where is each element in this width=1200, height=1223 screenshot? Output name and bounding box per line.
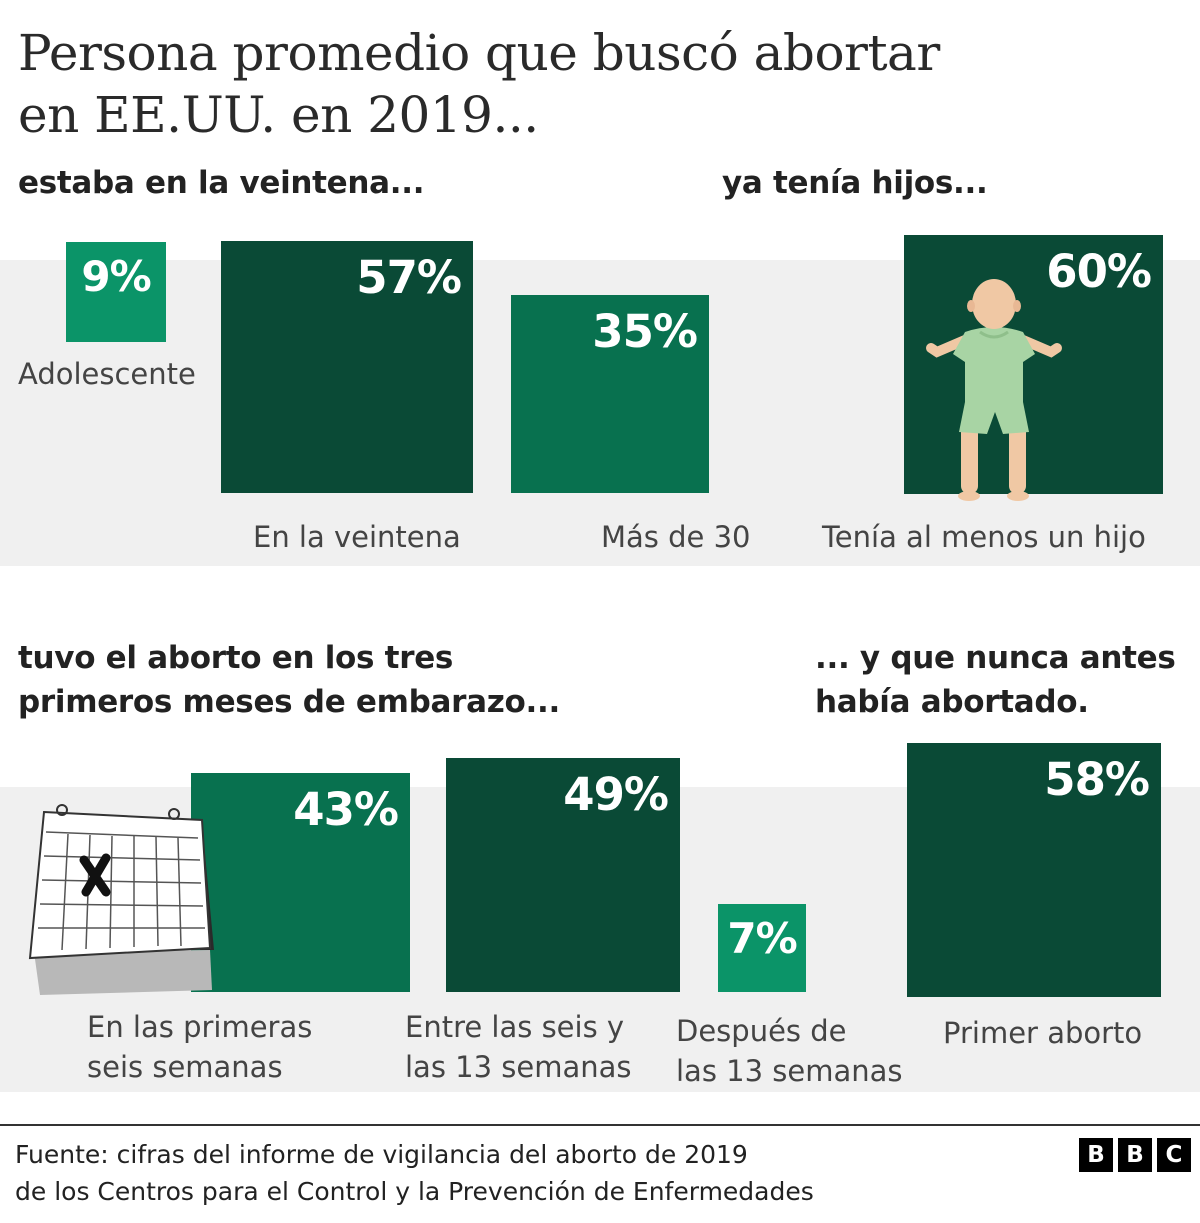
category-label-en-la-veintena: En la veintena: [253, 520, 461, 554]
chart-title-line-2: en EE.UU. en 2019...: [18, 86, 539, 144]
bbc-logo-letter-1: B: [1079, 1138, 1113, 1172]
source-note: Fuente: cifras del informe de vigilancia…: [15, 1136, 814, 1210]
first-abortion-heading-line-2: había abortado.: [815, 684, 1089, 720]
trimester-section-heading: tuvo el aborto en los tres primeros mese…: [18, 636, 560, 724]
bar-en-la-veintena: [221, 241, 473, 493]
value-label-adolescente: 9%: [81, 252, 151, 301]
children-section-heading-text: ya tenía hijos...: [722, 165, 988, 201]
category-label-adolescente: Adolescente: [18, 357, 196, 391]
baby-icon: [926, 279, 1062, 501]
category-label-seis-a-13-semanas: Entre las seis y las 13 semanas: [405, 1007, 632, 1087]
bar-tenia-al-menos-un-hijo: [904, 235, 1163, 494]
footer-divider: [0, 1124, 1200, 1126]
children-section-heading: ya tenía hijos...: [722, 161, 988, 205]
bar-mas-de-30: [511, 295, 709, 493]
value-label-primeras-seis-semanas: 43%: [293, 783, 399, 836]
value-label-en-la-veintena: 57%: [356, 251, 462, 304]
value-label-despues-de-13-semanas: 7%: [727, 914, 797, 963]
category-label-despues-de-13-semanas: Después de las 13 semanas: [676, 1011, 903, 1091]
source-line-2: de los Centros para el Control y la Prev…: [15, 1177, 814, 1206]
trimester-heading-line-2: primeros meses de embarazo...: [18, 684, 560, 720]
value-label-tenia-al-menos-un-hijo: 60%: [1046, 245, 1152, 298]
value-label-primer-aborto: 58%: [1044, 753, 1150, 806]
category-label-seis-a-13-semanas-line-1: Entre las seis y: [405, 1010, 625, 1044]
bbc-logo: B B C: [1079, 1138, 1191, 1172]
category-label-mas-de-30: Más de 30: [601, 520, 751, 554]
bbc-logo-letter-3: C: [1157, 1138, 1191, 1172]
bar-despues-de-13-semanas: [718, 904, 806, 992]
value-label-mas-de-30: 35%: [592, 305, 698, 358]
category-label-primeras-seis-semanas-line-2: seis semanas: [87, 1050, 283, 1084]
first-abortion-section-heading: ... y que nunca antes había abortado.: [815, 636, 1176, 724]
source-line-1: Fuente: cifras del informe de vigilancia…: [15, 1140, 748, 1169]
chart-title-line-1: Persona promedio que buscó abortar: [18, 24, 940, 82]
first-abortion-heading-line-1: ... y que nunca antes: [815, 640, 1176, 676]
bar-adolescente: [66, 242, 166, 342]
bbc-logo-letter-2: B: [1118, 1138, 1152, 1172]
chart-title: Persona promedio que buscó abortar en EE…: [18, 22, 1118, 146]
calendar-icon: [28, 804, 214, 995]
category-label-tenia-al-menos-un-hijo: Tenía al menos un hijo: [822, 520, 1146, 554]
category-label-seis-a-13-semanas-line-2: las 13 semanas: [405, 1050, 632, 1084]
category-label-primeras-seis-semanas: En las primeras seis semanas: [87, 1007, 312, 1087]
category-label-primer-aborto: Primer aborto: [943, 1016, 1143, 1050]
age-section-heading: estaba en la veintena...: [18, 161, 425, 205]
value-label-seis-a-13-semanas: 49%: [563, 768, 669, 821]
bar-primeras-seis-semanas: [191, 773, 410, 992]
bar-seis-a-13-semanas: [446, 758, 680, 992]
bar-primer-aborto: [907, 743, 1161, 997]
category-label-despues-de-13-semanas-line-2: las 13 semanas: [676, 1054, 903, 1088]
category-label-primeras-seis-semanas-line-1: En las primeras: [87, 1010, 313, 1044]
age-section-heading-text: estaba en la veintena...: [18, 165, 425, 201]
category-label-despues-de-13-semanas-line-1: Después de: [676, 1014, 847, 1048]
trimester-heading-line-1: tuvo el aborto en los tres: [18, 640, 454, 676]
